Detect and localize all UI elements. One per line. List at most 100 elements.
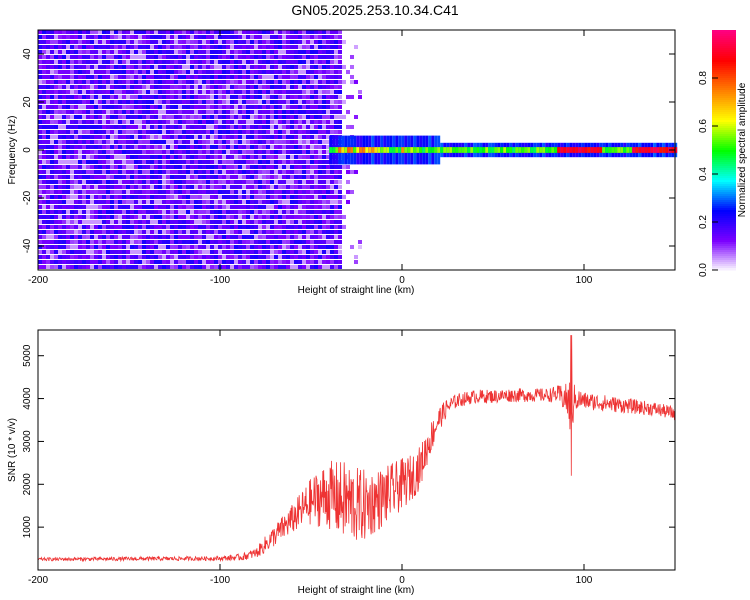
signal-band-core [407, 147, 411, 153]
heatmap-cell [38, 175, 42, 179]
heatmap-cell [250, 135, 254, 139]
heatmap-cell [186, 130, 190, 134]
heatmap-cell [50, 215, 54, 219]
heatmap-cell [306, 70, 310, 74]
heatmap-cell [146, 180, 150, 184]
heatmap-cell [162, 125, 166, 129]
heatmap-cell [310, 225, 314, 229]
heatmap-cell [218, 185, 222, 189]
heatmap-cell [94, 160, 98, 164]
heatmap-cell [246, 230, 250, 234]
heatmap-cell [190, 235, 194, 239]
heatmap-cell [98, 65, 102, 69]
heatmap-cell [42, 255, 46, 259]
heatmap-cell [306, 160, 310, 164]
heatmap-cell [82, 80, 86, 84]
heatmap-cell [154, 225, 158, 229]
heatmap-cell [178, 85, 182, 89]
heatmap-cell [130, 100, 134, 104]
x-tick-label: 100 [576, 575, 593, 586]
heatmap-cell [274, 125, 278, 129]
heatmap-cell [214, 240, 218, 244]
heatmap-cell [142, 30, 146, 34]
heatmap-cell [306, 40, 310, 44]
heatmap-cell [234, 100, 238, 104]
heatmap-cell [110, 225, 114, 229]
heatmap-cell [162, 55, 166, 59]
heatmap-cell [102, 250, 106, 254]
heatmap-cell [274, 90, 278, 94]
heatmap-cell [314, 55, 318, 59]
heatmap-cell [282, 60, 286, 64]
heatmap-cell [210, 35, 214, 39]
heatmap-cell [218, 115, 222, 119]
heatmap-cell [114, 145, 118, 149]
heatmap-cell [146, 70, 150, 74]
heatmap-cell [326, 245, 330, 249]
heatmap-cell [198, 165, 202, 169]
heatmap-cell [214, 65, 218, 69]
heatmap-cell [166, 220, 170, 224]
heatmap-cell [114, 230, 118, 234]
heatmap-cell [170, 40, 174, 44]
heatmap-cell [138, 190, 142, 194]
heatmap-cell [238, 70, 242, 74]
heatmap-cell [130, 195, 134, 199]
heatmap-cell [202, 150, 206, 154]
heatmap-cell [82, 30, 86, 34]
heatmap-cell [210, 100, 214, 104]
heatmap-cell [282, 265, 286, 269]
heatmap-cell [122, 45, 126, 49]
heatmap-cell [154, 170, 158, 174]
heatmap-cell [182, 145, 186, 149]
heatmap-cell [46, 235, 50, 239]
heatmap-cell [318, 220, 322, 224]
heatmap-cell [210, 130, 214, 134]
heatmap-cell [166, 185, 170, 189]
heatmap-cell [338, 35, 342, 39]
heatmap-cell [62, 130, 66, 134]
heatmap-cell [230, 190, 234, 194]
heatmap-cell [346, 170, 350, 174]
heatmap-cell [94, 70, 98, 74]
heatmap-cell [166, 105, 170, 109]
heatmap-cell [38, 145, 42, 149]
heatmap-cell [202, 140, 206, 144]
heatmap-cell [290, 160, 294, 164]
heatmap-cell [338, 45, 342, 49]
heatmap-cell [42, 115, 46, 119]
heatmap-cell [122, 180, 126, 184]
heatmap-cell [62, 225, 66, 229]
heatmap-cell [338, 225, 342, 229]
heatmap-cell [154, 30, 158, 34]
heatmap-cell [42, 120, 46, 124]
heatmap-cell [110, 255, 114, 259]
heatmap-cell [146, 160, 150, 164]
heatmap-cell [154, 195, 158, 199]
heatmap-cell [142, 100, 146, 104]
heatmap-cell [158, 155, 162, 159]
heatmap-cell [258, 50, 262, 54]
heatmap-cell [126, 85, 130, 89]
heatmap-cell [314, 100, 318, 104]
heatmap-cell [238, 95, 242, 99]
heatmap-cell [158, 110, 162, 114]
heatmap-cell [346, 180, 350, 184]
heatmap-cell [326, 215, 330, 219]
heatmap-cell [282, 195, 286, 199]
heatmap-cell [50, 255, 54, 259]
heatmap-cell [74, 125, 78, 129]
heatmap-cell [246, 265, 250, 269]
heatmap-cell [298, 90, 302, 94]
heatmap-cell [106, 205, 110, 209]
heatmap-cell [134, 30, 138, 34]
heatmap-cell [146, 80, 150, 84]
heatmap-cell [150, 225, 154, 229]
heatmap-cell [246, 245, 250, 249]
heatmap-cell [138, 80, 142, 84]
heatmap-cell [122, 220, 126, 224]
heatmap-cell [106, 30, 110, 34]
heatmap-cell [90, 170, 94, 174]
heatmap-cell [110, 75, 114, 79]
heatmap-cell [314, 265, 318, 269]
